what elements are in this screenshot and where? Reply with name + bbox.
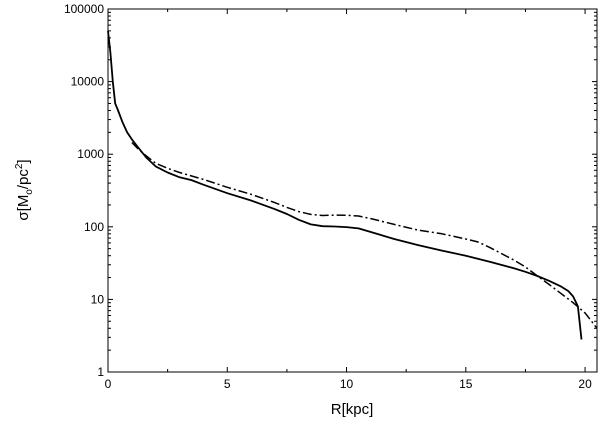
x-tick-label: 20 bbox=[578, 377, 592, 391]
y-axis-label: σ[Mo/pc2] bbox=[14, 159, 35, 220]
y-axis-label-symbol: σ[M bbox=[15, 195, 32, 221]
series-line-dashdot bbox=[131, 141, 598, 329]
series-line-solid bbox=[107, 30, 583, 340]
y-tick-label: 1 bbox=[97, 365, 104, 379]
y-tick-label: 100 bbox=[84, 220, 104, 234]
y-tick-label: 1000 bbox=[77, 147, 104, 161]
y-tick-label: 100000 bbox=[64, 2, 104, 16]
series-layer bbox=[107, 30, 598, 340]
y-axis: 1 10 100 1000 10000 100000 bbox=[64, 2, 597, 379]
y-axis-label-end: ] bbox=[15, 159, 32, 163]
y-axis-label-sup: 2 bbox=[14, 163, 25, 169]
plot-frame bbox=[107, 8, 598, 373]
y-tick-label: 10000 bbox=[71, 75, 105, 89]
y-tick-label: 10 bbox=[91, 292, 105, 306]
x-axis-label: R[kpc] bbox=[331, 401, 374, 418]
y-axis-label-sub: o bbox=[24, 189, 35, 195]
x-tick-label: 5 bbox=[224, 377, 231, 391]
y-axis-label-mid: /pc bbox=[15, 169, 32, 190]
x-tick-label: 0 bbox=[105, 377, 112, 391]
x-tick-label: 15 bbox=[459, 377, 473, 391]
x-axis: 0 5 10 15 20 bbox=[105, 9, 592, 391]
x-tick-label: 10 bbox=[340, 377, 354, 391]
